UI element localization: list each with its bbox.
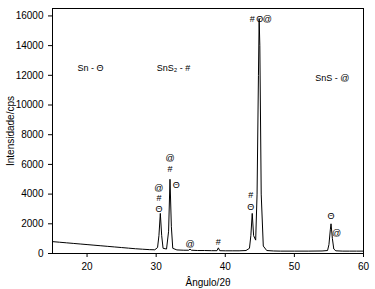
svg-text:50: 50 <box>289 261 301 272</box>
svg-text:@: @ <box>165 153 174 163</box>
svg-text:60: 60 <box>358 261 370 272</box>
svg-text:Θ: Θ <box>173 180 180 190</box>
svg-text:@: @ <box>154 183 163 193</box>
svg-text:Ângulo/2θ: Ângulo/2θ <box>185 276 230 288</box>
svg-text:10000: 10000 <box>16 99 44 110</box>
svg-text:#: # <box>248 190 253 200</box>
svg-text:20: 20 <box>81 261 93 272</box>
svg-text:#: # <box>167 164 172 174</box>
svg-text:#: # <box>156 193 161 203</box>
svg-text:16000: 16000 <box>16 10 44 21</box>
svg-text:6000: 6000 <box>21 159 44 170</box>
svg-text:30: 30 <box>151 261 163 272</box>
svg-text:2000: 2000 <box>21 218 44 229</box>
svg-text:Sn - Θ: Sn - Θ <box>78 63 104 73</box>
svg-text:#: # <box>216 237 221 247</box>
svg-text:8000: 8000 <box>21 129 44 140</box>
svg-text:@: @ <box>332 228 341 238</box>
svg-text:12000: 12000 <box>16 70 44 81</box>
svg-text:@: @ <box>185 239 194 249</box>
svg-text:Θ: Θ <box>155 204 162 214</box>
svg-text:SnS₂ - #: SnS₂ - # <box>157 63 191 73</box>
svg-text:Θ: Θ <box>256 13 264 24</box>
svg-text:Θ: Θ <box>247 202 254 212</box>
svg-text:Θ: Θ <box>328 211 335 221</box>
svg-text:4000: 4000 <box>21 188 44 199</box>
svg-text:#: # <box>250 14 255 24</box>
svg-text:14000: 14000 <box>16 40 44 51</box>
svg-text:@: @ <box>263 14 272 24</box>
svg-text:SnS - @: SnS - @ <box>315 73 349 83</box>
svg-text:40: 40 <box>220 261 232 272</box>
svg-text:Intensidade/cps: Intensidade/cps <box>5 96 16 166</box>
svg-text:0: 0 <box>38 248 44 259</box>
